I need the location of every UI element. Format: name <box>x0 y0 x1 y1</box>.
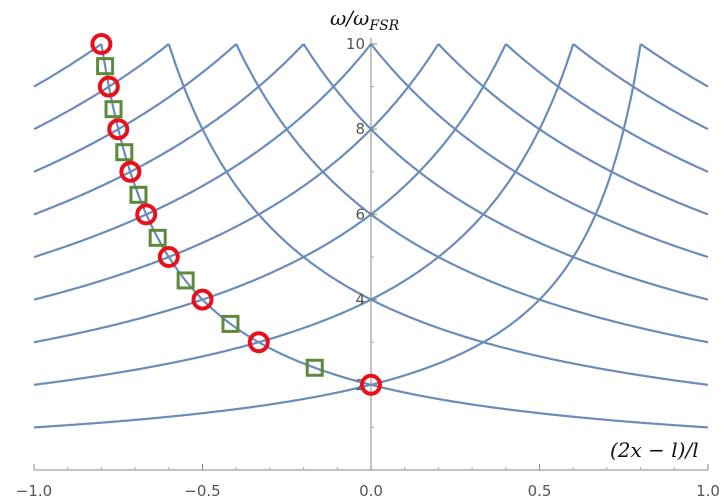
circle-marker <box>135 203 158 226</box>
circle-marker <box>97 75 120 98</box>
curve-n3-b <box>33 43 507 344</box>
circle-marker <box>247 331 270 354</box>
y-tick-label: 6 <box>355 205 365 223</box>
square-marker <box>305 358 324 377</box>
curve-n5-b <box>33 43 372 259</box>
curve-n1-a <box>100 43 709 429</box>
square-marker <box>221 314 240 333</box>
y-tick-label: 8 <box>355 120 365 138</box>
x-tick-label: 0.5 <box>528 482 552 500</box>
x-tick-label: −1.0 <box>16 482 52 500</box>
curve-n8-a <box>572 43 709 131</box>
curve-n7-a <box>505 43 709 173</box>
circle-marker <box>107 118 130 141</box>
curve-n4-a <box>302 43 709 301</box>
circle-markers <box>90 33 382 396</box>
square-marker <box>115 143 134 162</box>
square-marker <box>176 271 195 290</box>
x-tick-label: −0.5 <box>184 482 220 500</box>
square-markers <box>96 57 324 377</box>
circle-marker <box>157 246 180 268</box>
curve-n3-a <box>235 43 709 344</box>
square-marker <box>148 228 167 247</box>
circle-marker <box>191 288 214 311</box>
curve-n1-b <box>33 43 642 429</box>
x-tick-label: 0.0 <box>359 482 383 500</box>
curve-n6-a <box>437 43 709 216</box>
y-tick-label: 10 <box>346 35 365 53</box>
x-tick-label: 1.0 <box>696 482 720 500</box>
circle-marker <box>119 160 142 183</box>
curve-n6-b <box>33 43 305 216</box>
y-axis-title: ω/ωFSR <box>330 6 400 34</box>
x-axis-title: (2x − l)/l <box>610 438 699 462</box>
circle-marker <box>90 33 113 55</box>
curve-n9-b <box>33 43 103 88</box>
y-tick-label: 4 <box>355 291 365 309</box>
curve-n4-b <box>33 43 440 301</box>
square-marker <box>96 57 115 76</box>
circle-marker <box>360 373 382 396</box>
curve-family <box>33 43 709 429</box>
curve-n7-b <box>33 43 237 173</box>
curve-n9-a <box>639 43 709 88</box>
curve-n5-a <box>370 43 709 259</box>
square-marker <box>129 185 148 204</box>
square-marker <box>104 100 123 119</box>
